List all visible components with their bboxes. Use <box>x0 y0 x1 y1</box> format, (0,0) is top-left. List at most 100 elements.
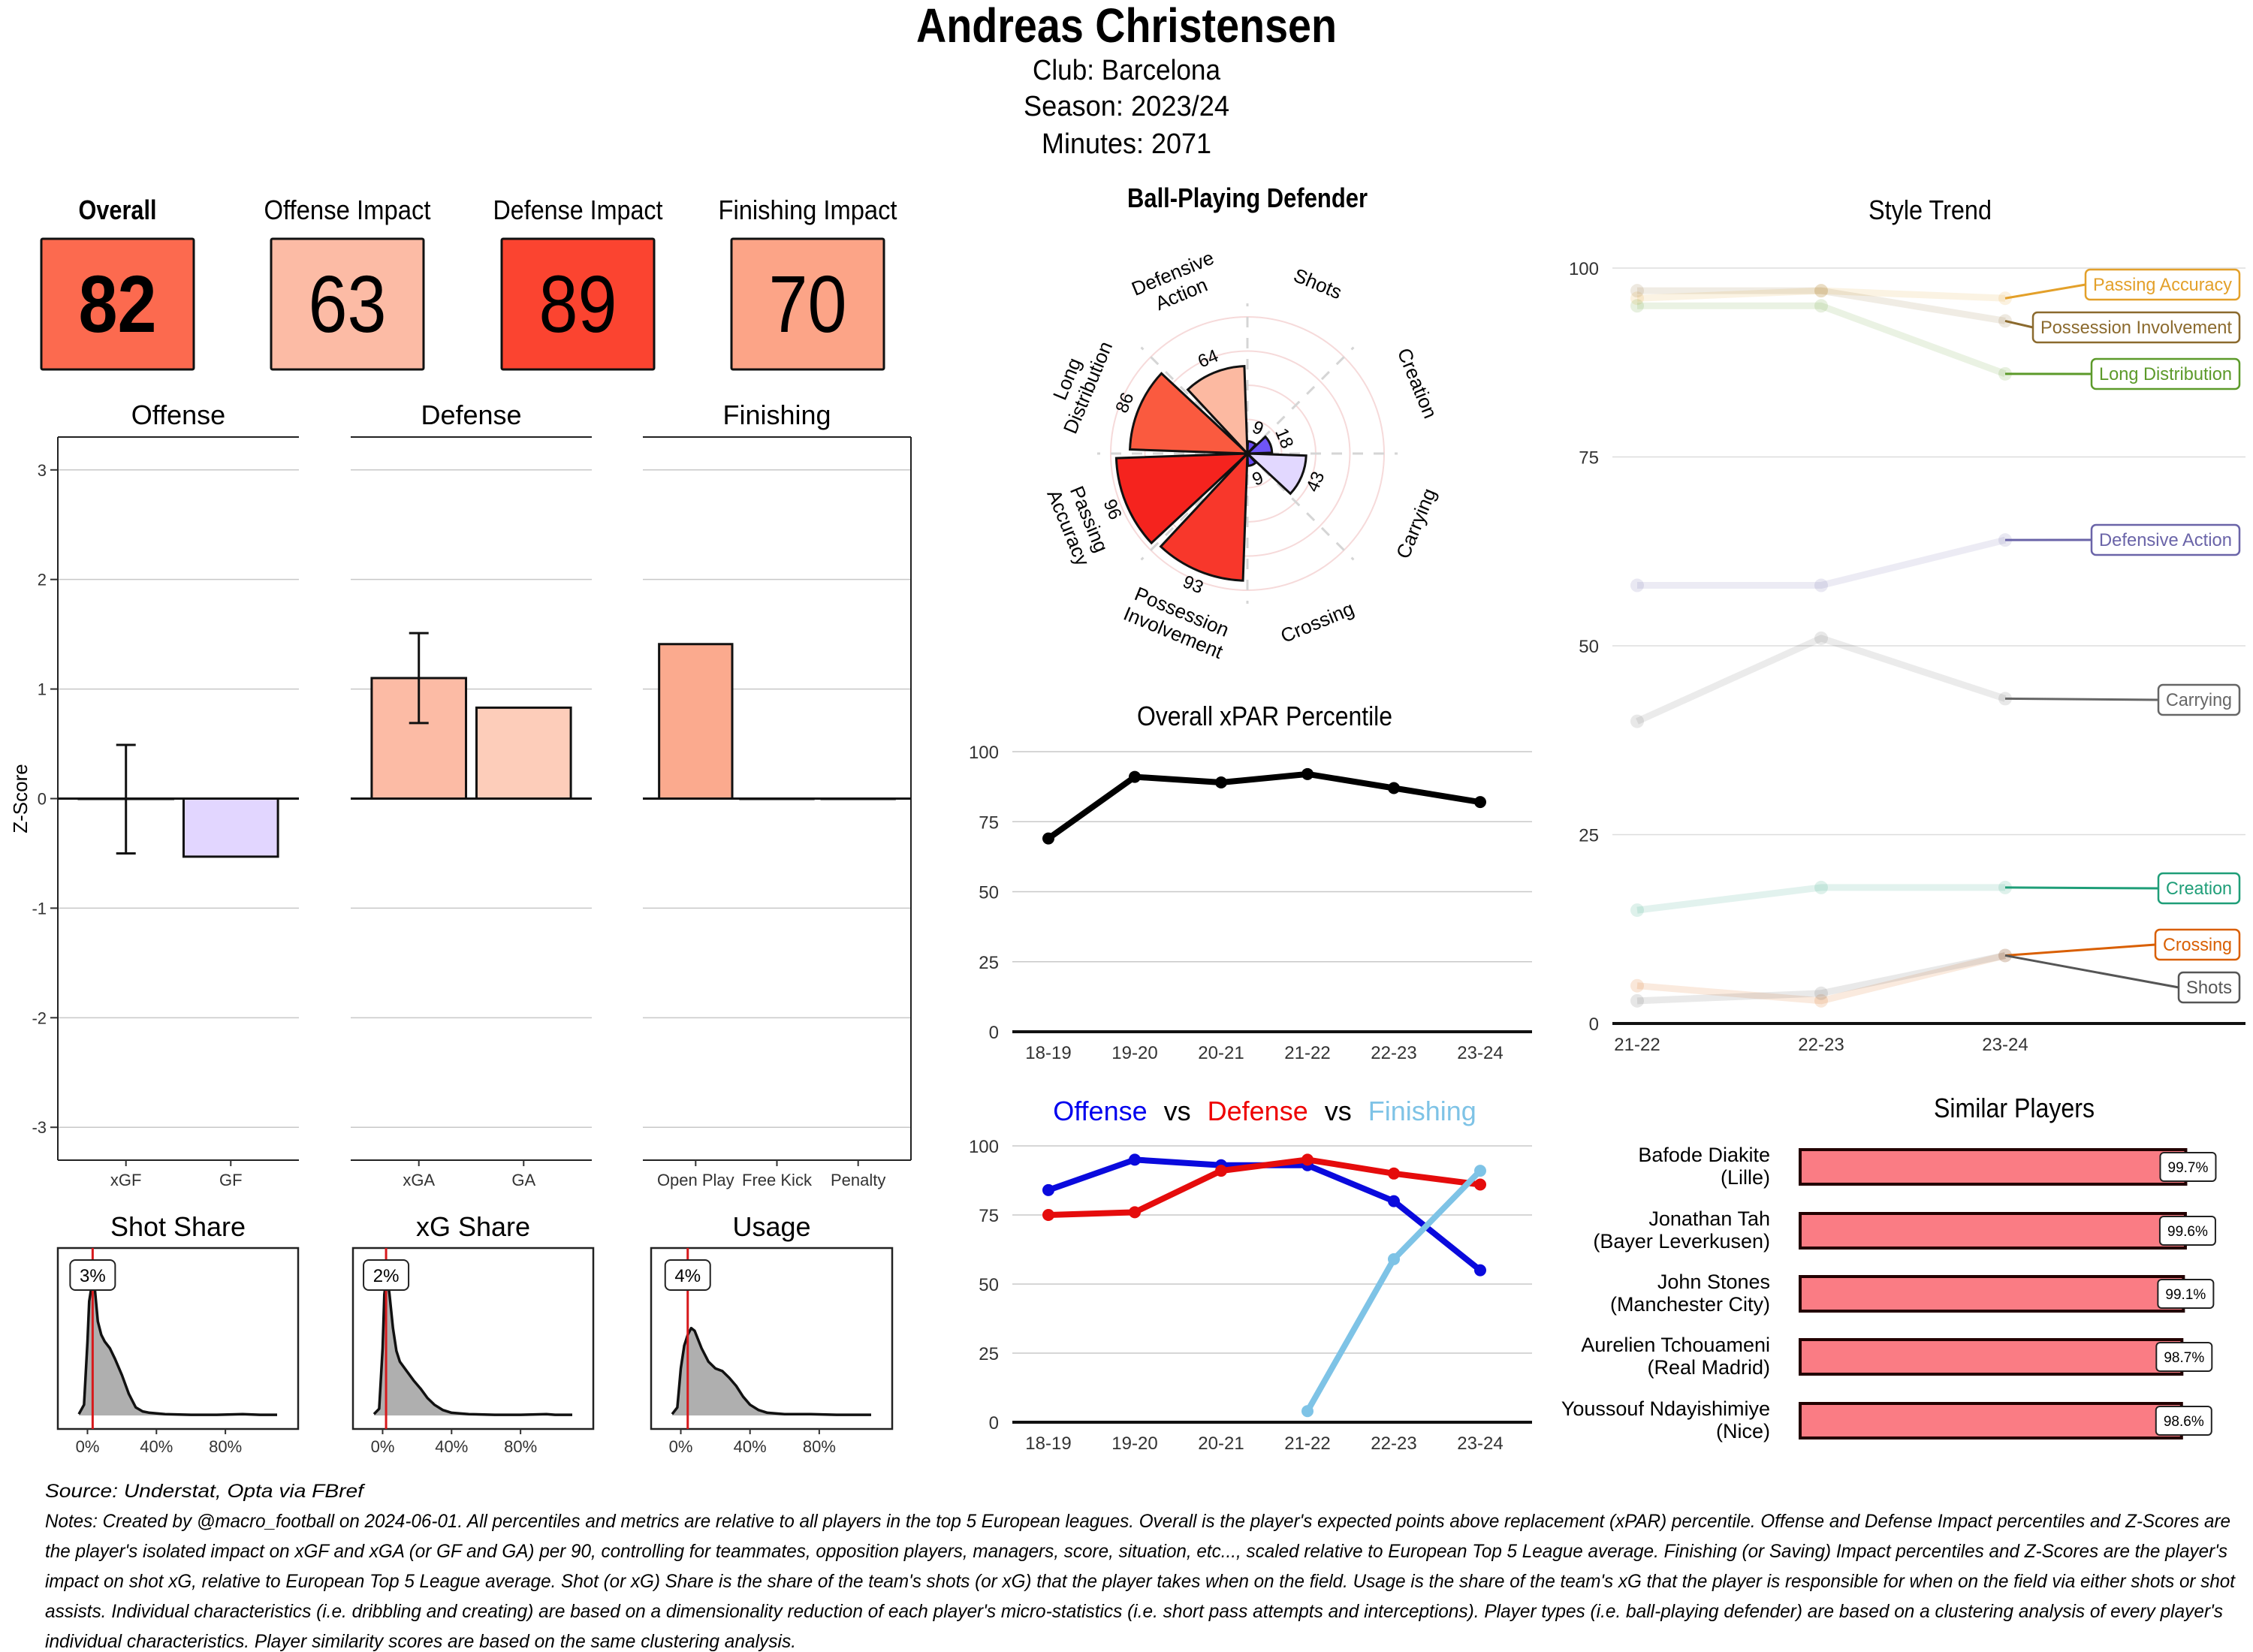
offense-defense-finishing-chart: 0 25 50 75 100 18-19 19-20 20-21 21-22 22-23 23-24… <box>969 1096 1532 1454</box>
x-tick-label: 40% <box>734 1437 767 1456</box>
similar-player-row: John Stones(Manchester City) 99.1% <box>1610 1271 2215 1316</box>
zscore-bar <box>475 706 572 800</box>
player-club: (Manchester City) <box>1610 1293 1770 1316</box>
similar-player-row: Aurelien Tchouameni(Real Madrid) 98.7% <box>1581 1334 2213 1379</box>
trend-point <box>1814 880 1828 894</box>
series-label: Carrying <box>2166 690 2232 710</box>
player-club: (Bayer Leverkusen) <box>1593 1230 1770 1253</box>
x-tick-label: GF <box>219 1171 243 1189</box>
y-tick-label: 100 <box>969 1137 999 1157</box>
y-tick-label: 25 <box>979 1344 999 1364</box>
chart-title: Overall xPAR Percentile <box>1137 701 1392 731</box>
trend-point <box>1814 986 1828 1000</box>
player-name: Andreas Christensen <box>916 0 1337 53</box>
x-tick-label: 40% <box>140 1437 173 1456</box>
chart-title: Ball-Playing Defender <box>1127 182 1368 213</box>
score-card-value: 89 <box>539 258 617 349</box>
trend-point <box>1630 714 1644 728</box>
trend-point <box>1630 291 1644 306</box>
x-tick-label: 21-22 <box>1284 1043 1330 1063</box>
data-point <box>1301 1405 1313 1418</box>
value-label-box <box>664 1259 711 1291</box>
polar-category-label: Creation <box>1393 345 1442 421</box>
season-line: Season: 2023/24 <box>1024 91 1229 122</box>
y-tick-label: 75 <box>1579 448 1599 469</box>
club-line: Club: Barcelona <box>1033 55 1221 86</box>
footer: Source: Understat, Opta via FBref Notes:… <box>45 1481 2236 1652</box>
y-tick-label: 0 <box>1589 1014 1599 1035</box>
x-tick-label: 0% <box>76 1437 100 1456</box>
polar-category-label: Shots <box>1290 264 1345 303</box>
x-tick-label: 19-20 <box>1111 1433 1157 1454</box>
data-point <box>1388 1195 1400 1207</box>
trend-line <box>1636 884 2005 914</box>
data-point <box>1301 1153 1313 1166</box>
y-tick-label: 0 <box>989 1413 999 1433</box>
polar-bar <box>1244 452 1307 496</box>
score-cards: Overall 82 Offense Impact 63 Defense Impact 8… <box>40 194 897 371</box>
trend-line <box>1636 952 2006 1005</box>
polar-value-label: 18 <box>1271 425 1297 451</box>
x-tick-label: 21-22 <box>1284 1433 1330 1454</box>
player-name: Bafode Diakite <box>1638 1144 1770 1166</box>
y-tick-label: 0 <box>38 790 47 809</box>
x-tick-label: 20-21 <box>1198 1433 1244 1454</box>
trend-point <box>1814 299 1828 313</box>
similarity-bar <box>1799 1275 2185 1313</box>
x-tick-label: 23-24 <box>1457 1043 1503 1063</box>
x-tick-label: Penalty <box>831 1171 885 1189</box>
panel-title: Usage <box>732 1211 810 1242</box>
series-label-box <box>2157 683 2241 716</box>
score-card-box <box>40 237 195 371</box>
zscore-bar <box>182 797 279 858</box>
y-tick-label: -2 <box>32 1008 47 1027</box>
chart-title-part: vs <box>1164 1096 1191 1126</box>
score-card-box <box>730 237 885 371</box>
series-label: Defensive Action <box>2099 530 2232 550</box>
value-label-box <box>69 1259 116 1291</box>
density-area <box>672 1328 871 1415</box>
series-label-box <box>2154 928 2241 961</box>
series-label-box <box>2177 971 2241 1004</box>
chart-title-part: Finishing <box>1368 1096 1476 1126</box>
score-card-box <box>500 237 656 371</box>
data-point <box>1129 1153 1141 1166</box>
label-connector <box>2004 319 2034 329</box>
x-tick-label: GA <box>511 1171 535 1189</box>
polar-bar <box>1186 365 1249 457</box>
x-tick-label: 0% <box>669 1437 693 1456</box>
trend-point <box>1814 578 1828 592</box>
y-tick-label: -3 <box>32 1118 47 1137</box>
header: Andreas Christensen Club: Barcelona Seas… <box>916 0 1337 160</box>
chart-title: Similar Players <box>1934 1093 2095 1123</box>
similar-player-row: Youssouf Ndayishimiye(Nice) 98.6% <box>1561 1397 2212 1442</box>
similarity-bar <box>1799 1338 2184 1376</box>
series-line-defense <box>1048 1156 1481 1218</box>
polar-center <box>1244 451 1250 457</box>
notes-line-2: the player's isolated impact on xGF and … <box>45 1541 2227 1562</box>
polar-bar <box>1159 451 1249 582</box>
x-tick-label: 20-21 <box>1198 1043 1244 1063</box>
density-line <box>671 1326 871 1416</box>
player-name: Youssouf Ndayishimiye <box>1561 1397 1770 1420</box>
series-label: Possession Involvement <box>2040 318 2232 338</box>
trend-point <box>1630 978 1644 993</box>
distribution-panel: Usage 4% 0% 40% 80% <box>650 1211 894 1456</box>
polar-category-label: DefensiveAction <box>1128 246 1226 321</box>
zscore-panel-finishing: Finishing Open Play Free Kick Penalty <box>643 399 912 1189</box>
player-name: Jonathan Tah <box>1648 1207 1770 1230</box>
similar-player-row: Bafode Diakite(Lille) 99.7% <box>1638 1144 2217 1189</box>
data-point <box>1474 1264 1486 1277</box>
y-tick-label: 25 <box>1579 826 1599 846</box>
data-point <box>1474 796 1486 809</box>
density-line <box>77 1280 277 1416</box>
similarity-label: 98.6% <box>2164 1414 2204 1430</box>
similarity-label-box <box>2155 1406 2212 1436</box>
xpar-line-chart: 0 25 50 75 100 18-19 19-20 20-21 21-22 22-23 23-24… <box>969 701 1532 1063</box>
y-tick-label: 50 <box>1579 637 1599 657</box>
trend-point <box>1814 993 1828 1008</box>
data-point <box>1215 1165 1227 1177</box>
style-polar-chart: Ball-Playing Defender9Shots18Creation43C… <box>1042 182 1442 663</box>
